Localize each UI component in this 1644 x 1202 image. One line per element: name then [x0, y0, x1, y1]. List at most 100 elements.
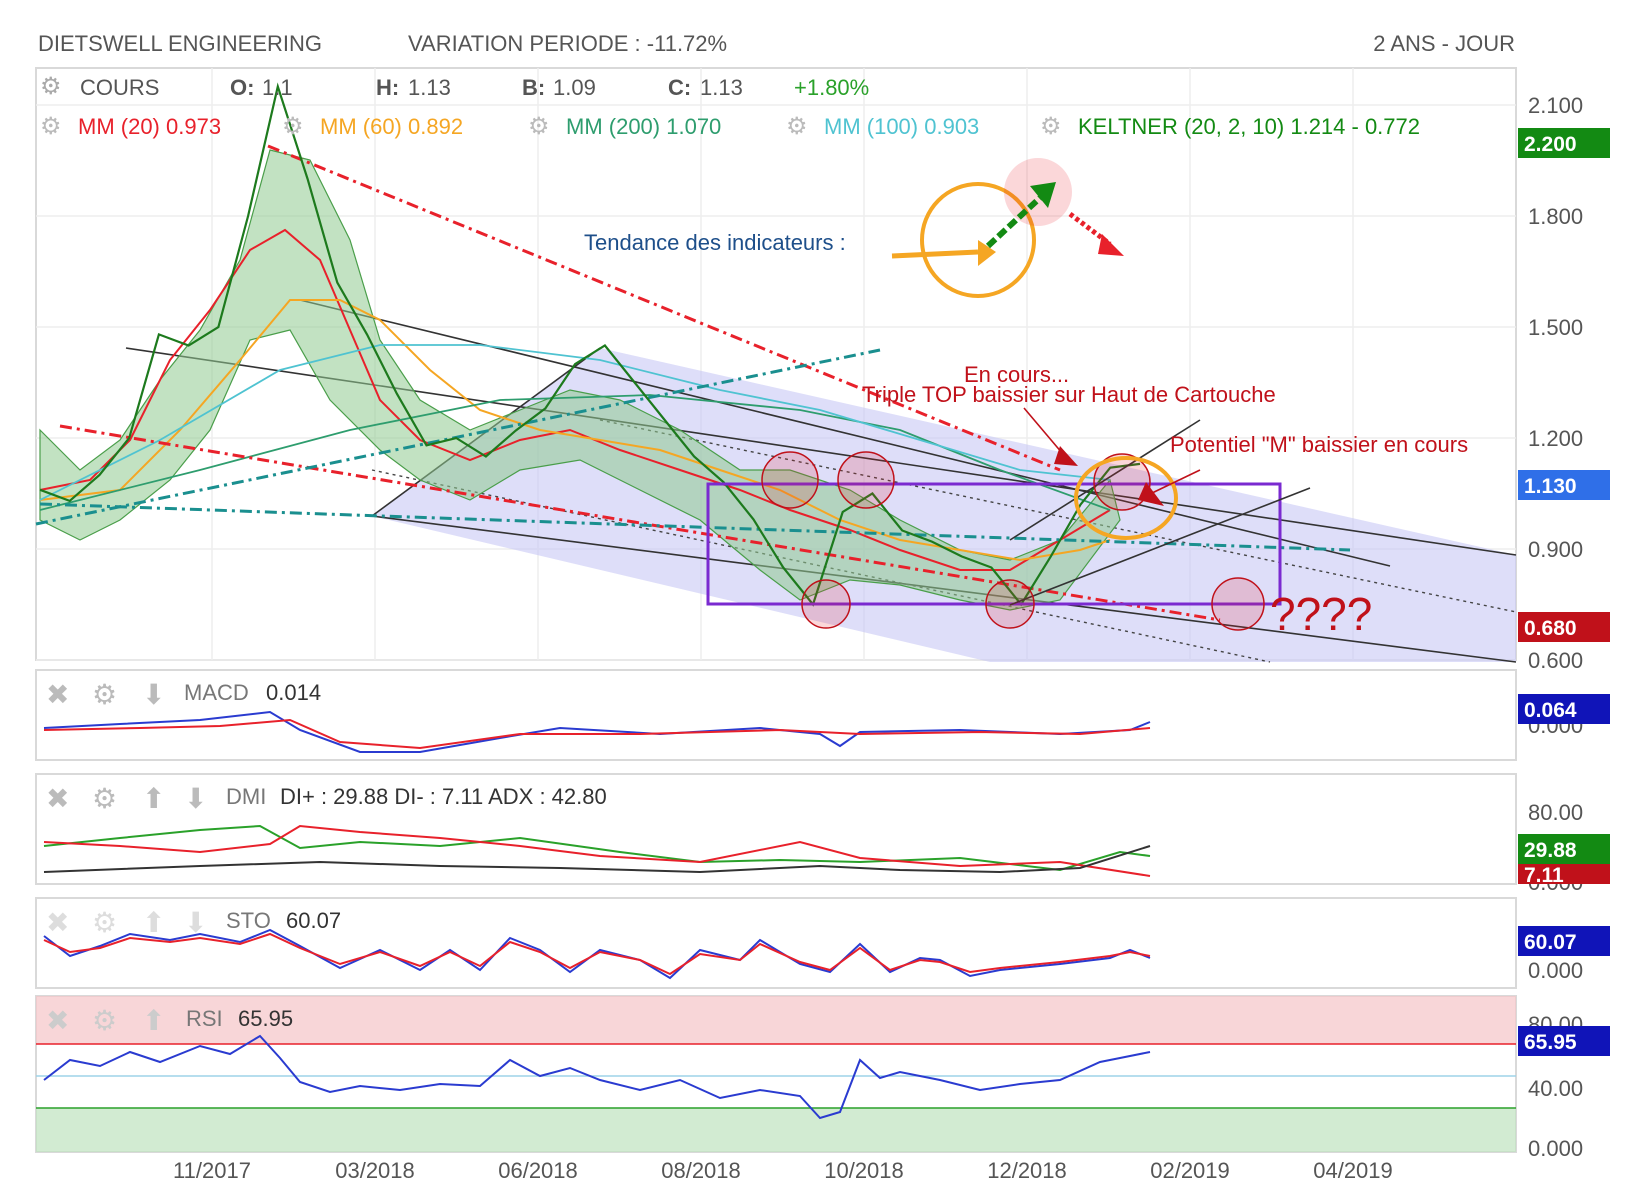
low-value: 1.09 [553, 75, 596, 100]
macd-gear-icon[interactable]: ⚙ [92, 679, 117, 710]
gear-icon[interactable]: ⚙ [40, 73, 62, 100]
top-circle-1 [761, 451, 819, 509]
indicator-legend: ⚙ MM (20) 0.973 ⚙ MM (60) 0.892 ⚙ MM (200) 1.… [40, 113, 1420, 140]
x-tick-label: 11/2017 [173, 1158, 251, 1183]
m-pattern-ellipse [1074, 456, 1178, 540]
mm100-line [39, 344, 1111, 501]
mm60-line [39, 299, 1111, 562]
dmi-panel [35, 773, 1517, 885]
bottom-price-tag [1518, 612, 1610, 642]
macd-label: MACD [184, 680, 249, 705]
price-line [39, 82, 1141, 607]
rsi-gear-icon[interactable]: ⚙ [92, 1005, 117, 1036]
rsi-overbought-zone [36, 996, 1516, 1044]
change-value: +1.80% [794, 75, 869, 100]
close-value: 1.13 [700, 75, 743, 100]
macd-value: 0.014 [266, 680, 321, 705]
dmi-plus-tag [1518, 834, 1610, 864]
dmi-label: DMI [226, 784, 266, 809]
indicator-gear-icon[interactable]: ⚙ [1040, 113, 1062, 140]
rsi-oversold-zone [36, 1108, 1516, 1152]
sto-gear-icon[interactable]: ⚙ [92, 907, 117, 938]
orange-arrow [891, 249, 979, 259]
macd-line [43, 710, 1151, 753]
stock-name: DIETSWELL ENGINEERING [38, 31, 322, 56]
sto-tag [1518, 926, 1610, 956]
cours-label: COURS [80, 75, 159, 100]
price-axis-label: 0.600 [1528, 648, 1583, 673]
sto-close-icon[interactable]: ✖ [46, 907, 69, 938]
green-arrow [985, 193, 1045, 249]
price-axis-label: 1.800 [1528, 204, 1583, 229]
sto-panel [35, 897, 1517, 989]
dmi-axis-80: 80.00 [1528, 800, 1583, 825]
dmi-down-icon[interactable]: ⬇ [184, 783, 207, 814]
rsi-axis-40: 40.00 [1528, 1076, 1583, 1101]
dmi-plus-tag-text: 29.88 [1524, 839, 1577, 862]
macd-panel [35, 669, 1517, 761]
price-axis-label: 0.900 [1528, 537, 1583, 562]
high-label: H: [376, 75, 399, 100]
dmi-minus-line [43, 824, 1151, 877]
current-price-tag [1518, 470, 1610, 500]
macd-signal-line [43, 718, 1151, 750]
sto-axis-0: 0.000 [1528, 958, 1583, 983]
keltner-band [39, 149, 1121, 611]
x-tick-label: 02/2019 [1150, 1158, 1230, 1183]
triple-top-pointer-head [1054, 446, 1078, 466]
open-value: 1.1 [262, 75, 293, 100]
dmi-minus-tag-text: 7.11 [1524, 864, 1564, 887]
sto-label: STO [226, 908, 271, 933]
rsi-close-icon[interactable]: ✖ [46, 1005, 69, 1036]
price-axis: 2.100 1.800 1.500 1.200 0.900 0.600 [1528, 93, 1583, 673]
macd-tag-text: 0.064 [1524, 699, 1577, 722]
rsi-up-icon[interactable]: ⬆ [142, 1005, 165, 1036]
price-axis-label: 2.100 [1528, 93, 1583, 118]
channel-dotted-1 [599, 419, 1517, 613]
current-price-tag-text: 1.130 [1524, 475, 1577, 498]
bottom-circle-1 [801, 579, 851, 629]
top-circle-2 [837, 451, 895, 509]
open-label: O: [230, 75, 254, 100]
channel-dotted-2 [371, 469, 1271, 663]
macd-down-icon[interactable]: ⬇ [142, 679, 165, 710]
period-selector[interactable]: 2 ANS - JOUR [1373, 31, 1515, 56]
teal-line-up [35, 348, 881, 526]
macd-tag [1518, 694, 1610, 724]
x-tick-label: 10/2018 [824, 1158, 904, 1183]
sto-d-line [43, 932, 1151, 976]
tendance-label: Tendance des indicateurs : [584, 230, 846, 255]
dmi-gear-icon[interactable]: ⚙ [92, 783, 117, 814]
red-arrow [1068, 212, 1112, 246]
indicator-gear-icon[interactable]: ⚙ [786, 113, 808, 140]
bottom-circle-2 [985, 579, 1035, 629]
period-variation: VARIATION PERIODE : -11.72% [408, 31, 727, 56]
m-pointer-head [1138, 482, 1164, 506]
dmi-up-icon[interactable]: ⬆ [142, 783, 165, 814]
top-price-tag [1518, 128, 1610, 158]
high-value: 1.13 [408, 75, 451, 100]
top-circle-3 [1093, 453, 1151, 511]
indicator-label: MM (200) 1.070 [566, 114, 721, 139]
sto-up-icon[interactable]: ⬆ [142, 907, 165, 938]
sto-value: 60.07 [286, 908, 341, 933]
macd-close-icon[interactable]: ✖ [46, 679, 69, 710]
indicator-trend-circle [920, 182, 1036, 298]
m-pattern-line-1 [1009, 487, 1311, 606]
dmi-values: DI+ : 29.88 DI- : 7.11 ADX : 42.80 [280, 784, 607, 809]
red-arrow-head [1098, 234, 1124, 256]
red-downtrend-top [267, 144, 1061, 472]
indicator-gear-icon[interactable]: ⚙ [40, 113, 62, 140]
indicator-label: MM (20) 0.973 [78, 114, 221, 139]
indicator-gear-icon[interactable]: ⚙ [528, 113, 550, 140]
indicator-gear-icon[interactable]: ⚙ [282, 113, 304, 140]
m-pointer [1149, 469, 1201, 495]
x-tick-label: 04/2019 [1313, 1158, 1393, 1183]
sto-down-icon[interactable]: ⬇ [184, 907, 207, 938]
adx-line [43, 845, 1151, 874]
dmi-close-icon[interactable]: ✖ [46, 783, 69, 814]
price-axis-label: 1.200 [1528, 426, 1583, 451]
indicator-label: KELTNER (20, 2, 10) 1.214 - 0.772 [1078, 114, 1420, 139]
target-circle [1211, 577, 1265, 631]
